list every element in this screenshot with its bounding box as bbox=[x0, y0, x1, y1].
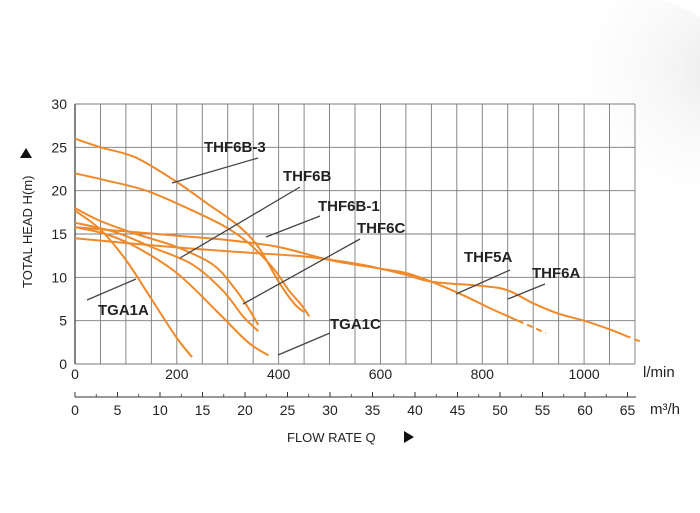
x-axis-arrow-icon bbox=[404, 431, 414, 443]
series-line-thf6b-3 bbox=[74, 137, 305, 313]
x2-tick-label: 15 bbox=[195, 402, 211, 418]
y-tick-label: 0 bbox=[59, 356, 67, 372]
callout-leader bbox=[265, 215, 321, 238]
y-tick-label: 20 bbox=[51, 183, 67, 199]
x-tick-label: 200 bbox=[165, 366, 189, 382]
x2-tick-label: 20 bbox=[237, 402, 253, 418]
y-axis-title: TOTAL HEAD H(m) bbox=[20, 176, 35, 288]
x2-unit-label: m³/h bbox=[650, 401, 680, 418]
x-axis-title: FLOW RATE Q bbox=[287, 430, 376, 445]
series-line-tga1c bbox=[74, 226, 270, 357]
callout-leader bbox=[507, 283, 546, 300]
x2-tick-label: 5 bbox=[114, 402, 122, 418]
callout-label: THF6C bbox=[357, 220, 406, 237]
series-line-thf5a bbox=[74, 226, 519, 322]
x-tick-label: 400 bbox=[267, 366, 291, 382]
x2-tick-label: 50 bbox=[492, 402, 508, 418]
x2-tick-label: 40 bbox=[407, 402, 423, 418]
decorative-texture bbox=[420, 0, 700, 310]
x2-tick-label: 45 bbox=[450, 402, 466, 418]
callout-label: THF6B-3 bbox=[204, 139, 266, 156]
y-axis-arrow-icon bbox=[20, 148, 32, 158]
series-extension-thf6a bbox=[624, 334, 642, 344]
callout-label: TGA1C bbox=[330, 316, 381, 333]
callout-leader bbox=[455, 269, 511, 295]
x-unit-label: l/min bbox=[643, 364, 675, 381]
y-tick-label: 15 bbox=[51, 226, 67, 242]
callout-label: THF6A bbox=[532, 265, 581, 282]
series-line-thf6c bbox=[74, 221, 259, 332]
y-tick-label: 5 bbox=[59, 313, 67, 329]
y-tick-label: 30 bbox=[51, 96, 67, 112]
series-line-thf6b bbox=[74, 172, 311, 317]
x2-tick-label: 30 bbox=[322, 402, 338, 418]
y-tick-label: 25 bbox=[51, 139, 67, 155]
series-extension-thf5a bbox=[517, 319, 547, 334]
callout-label: TGA1A bbox=[98, 302, 149, 319]
series-line-tga1a bbox=[74, 209, 193, 358]
callout-leader bbox=[86, 278, 137, 301]
x-tick-label: 1000 bbox=[569, 366, 600, 382]
x2-tick-label: 0 bbox=[71, 402, 79, 418]
x-tick-label: 600 bbox=[369, 366, 393, 382]
callout-label: THF6B-1 bbox=[318, 198, 380, 215]
callout-leader bbox=[179, 186, 301, 259]
x2-tick-label: 60 bbox=[577, 402, 593, 418]
x2-tick-label: 55 bbox=[535, 402, 551, 418]
callout-label: THF5A bbox=[464, 249, 513, 266]
x2-tick-label: 10 bbox=[152, 402, 168, 418]
x2-tick-label: 65 bbox=[620, 402, 636, 418]
x2-tick-label: 25 bbox=[280, 402, 296, 418]
callout-label: THF6B bbox=[283, 168, 332, 185]
x2-tick-label: 35 bbox=[365, 402, 381, 418]
callout-leader bbox=[242, 238, 361, 305]
y-tick-label: 10 bbox=[51, 269, 67, 285]
x-tick-label: 800 bbox=[471, 366, 495, 382]
callouts: THF6B-3 THF6B THF6B-1 THF6C THF5A THF6A TGA1A T… bbox=[86, 139, 581, 356]
callout-leader bbox=[171, 157, 259, 184]
series-line-thf6a bbox=[74, 237, 626, 337]
x-tick-label: 0 bbox=[71, 366, 79, 382]
axes: 0 5 10 15 20 25 30 0 200 400 600 800 1000 0 5 10 15 20 25 3… bbox=[51, 96, 636, 418]
callout-leader bbox=[277, 332, 331, 356]
series-layer bbox=[74, 137, 642, 358]
series-line-thf6b-1 bbox=[74, 207, 260, 326]
